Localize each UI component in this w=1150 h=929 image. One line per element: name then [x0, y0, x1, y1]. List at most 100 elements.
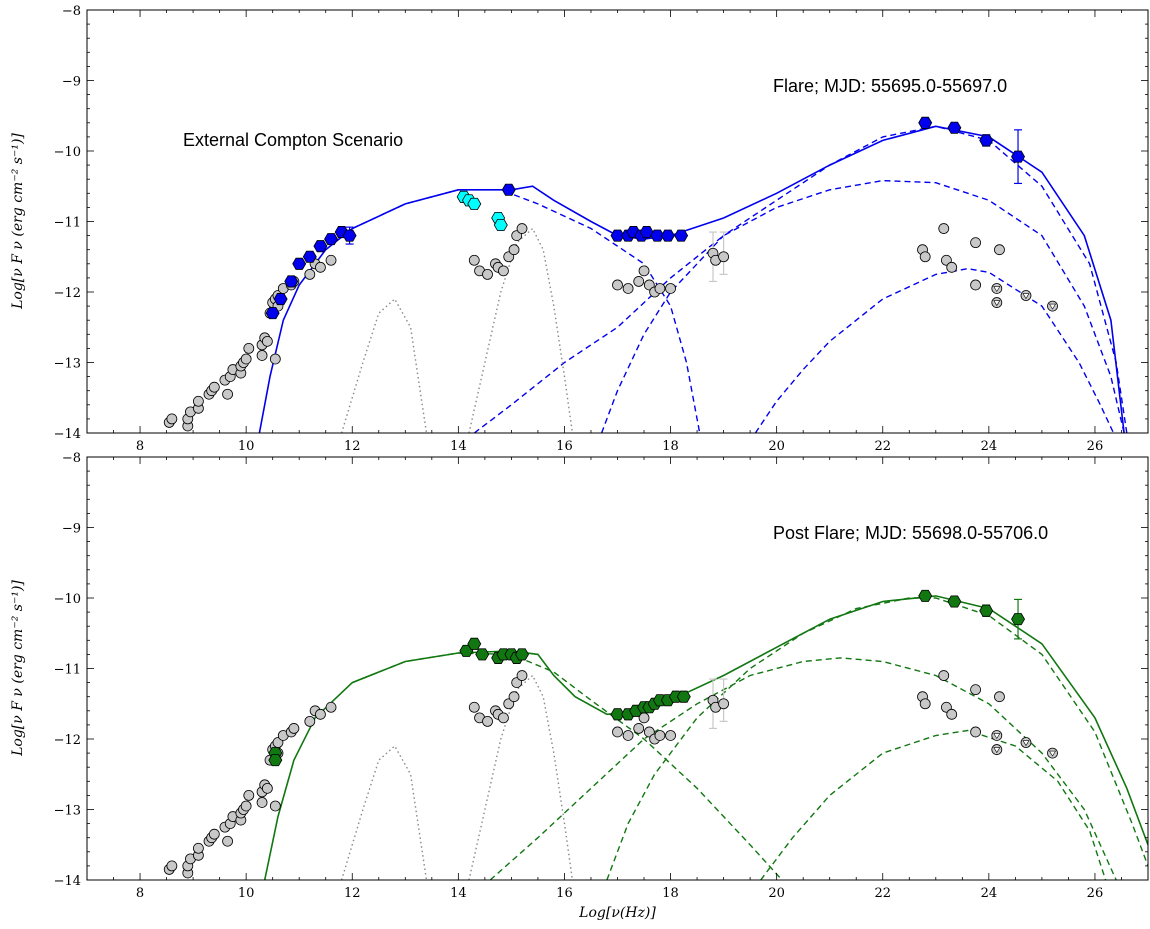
plot-frame [86, 456, 1149, 881]
y-tick-label: −13 [54, 357, 81, 372]
data-point-flare-data [273, 293, 288, 306]
data-point-archival [633, 723, 645, 734]
x-tick-label: 14 [450, 886, 467, 901]
data-point-post-flare-data [515, 648, 529, 661]
y-axis-label: Log[ν F ν (erg cm⁻² s⁻¹)] [10, 580, 26, 757]
x-tick-label: 26 [1087, 886, 1104, 901]
x-tick-label: 20 [768, 439, 785, 454]
data-point-post-flare-data [1011, 613, 1025, 626]
data-point-archival [208, 381, 220, 393]
upper-limit-marker [1048, 303, 1057, 310]
plot-area [163, 589, 1148, 880]
data-point-archival [508, 244, 520, 256]
data-point-flare-data [947, 121, 962, 134]
data-point-flare-data [979, 134, 994, 147]
data-point-flare-data [918, 116, 933, 129]
data-point-flare-data [650, 229, 665, 242]
curve-host-galaxy [340, 297, 428, 433]
upper-limit-marker [993, 747, 1001, 754]
data-point-flare-data [639, 226, 654, 239]
data-point-archival [243, 342, 255, 354]
data-point-archival [970, 279, 981, 291]
data-point-post-flare-data [676, 690, 691, 703]
curve-host-galaxy [340, 744, 428, 880]
upper-limit-marker [993, 300, 1001, 307]
data-point-archival [612, 279, 623, 291]
data-point-archival [946, 708, 958, 720]
x-tick-label: 24 [981, 439, 998, 454]
data-point-archival [665, 730, 676, 741]
data-point-archival [654, 283, 666, 294]
data-point-archival [166, 413, 178, 425]
data-point-post-flare-data [979, 604, 994, 617]
curve-synchrotron [352, 652, 783, 880]
data-point-archival [240, 800, 252, 812]
x-tick-label: 14 [450, 439, 467, 454]
data-point-archival [508, 691, 520, 703]
y-tick-label: −13 [54, 804, 81, 819]
x-axis-label: Log[ν(Hz)] [578, 905, 656, 921]
post-flare-panel: 8 10 12 14 16 18 20 22 24 26 −8 −9 −10 −11 −12 −13 −14 Po… [10, 451, 1149, 921]
data-point-archival [288, 723, 300, 734]
data-point-archival [498, 265, 509, 277]
x-tick-label: 18 [662, 439, 679, 454]
data-point-archival [665, 283, 676, 294]
data-point-archival [622, 283, 634, 294]
data-point-archival [919, 251, 931, 263]
y-tick-label: −14 [54, 874, 81, 889]
curve-disk [468, 674, 574, 880]
x-tick-label: 10 [238, 886, 255, 901]
data-point-post-flare-data [475, 648, 490, 661]
data-point-archival [482, 268, 493, 280]
data-point-optical-flare [467, 197, 482, 210]
y-tick-label: −8 [62, 451, 81, 466]
data-point-archival [654, 730, 666, 741]
data-point-archival [304, 268, 316, 280]
y-tick-label: −10 [54, 145, 81, 160]
y-axis-label: Log[ν F ν (erg cm⁻² s⁻¹)] [10, 133, 26, 310]
data-point-archival [516, 670, 528, 681]
data-point-optical-flare [493, 219, 508, 232]
data-point-archival [261, 335, 273, 347]
data-point-flare-data [660, 229, 675, 242]
data-point-archival [633, 276, 645, 287]
data-point-archival [325, 701, 337, 713]
data-point-archival [256, 797, 268, 808]
y-tick-label: −11 [54, 216, 81, 231]
curve-ssc [489, 657, 1117, 880]
data-point-archival [946, 261, 958, 273]
data-point-archival [622, 730, 634, 741]
data-point-archival [612, 726, 623, 738]
data-point-archival [208, 828, 220, 840]
data-point-archival [166, 860, 178, 872]
y-tick-label: −9 [62, 75, 81, 90]
data-point-flare-data [292, 257, 307, 270]
upper-limit-marker [1048, 750, 1057, 757]
curve-synchrotron [352, 189, 701, 433]
y-tick-label: −10 [54, 592, 81, 607]
data-point-flare-data [265, 307, 280, 320]
data-point-archival [256, 350, 268, 361]
x-tick-label: 20 [768, 886, 785, 901]
y-tick-label: −12 [54, 733, 81, 748]
data-point-archival [193, 395, 204, 407]
data-point-archival [222, 835, 233, 847]
upper-limit-marker [993, 733, 1001, 740]
data-point-archival [970, 237, 981, 249]
data-point-archival [222, 388, 233, 400]
data-point-archival [468, 701, 480, 713]
data-point-archival [269, 800, 281, 812]
upper-limit-marker [1022, 740, 1030, 747]
data-point-archival [970, 726, 981, 738]
curve-ec-blr [754, 267, 1115, 433]
upper-limit-marker [993, 286, 1001, 293]
data-point-flare-data [324, 233, 338, 246]
flare-panel: 8 10 12 14 16 18 20 22 24 26 −8 −9 −10 −11 −12 −13 −14 Fl… [10, 4, 1149, 454]
y-tick-label: −8 [62, 4, 81, 19]
data-point-archival [994, 244, 1005, 256]
x-tick-label: 8 [136, 439, 144, 454]
x-tick-label: 16 [556, 886, 573, 901]
data-point-archival [718, 251, 729, 263]
curve-ssc [473, 179, 1125, 433]
x-tick-label: 16 [556, 439, 573, 454]
